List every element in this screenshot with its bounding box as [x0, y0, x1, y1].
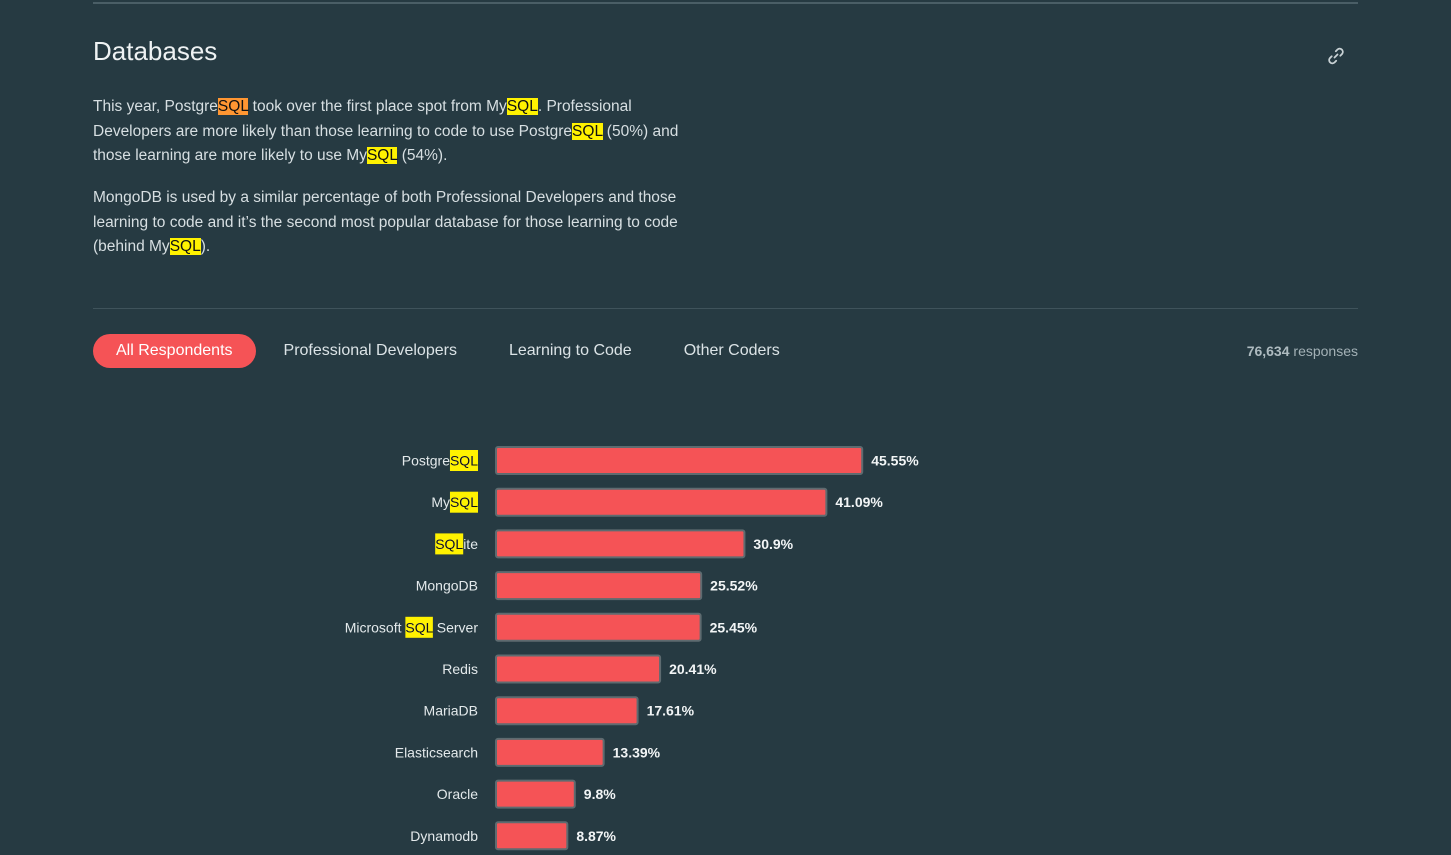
- bar: [495, 446, 864, 475]
- link-icon[interactable]: [1326, 46, 1346, 66]
- tab-professional-developers[interactable]: Professional Developers: [283, 342, 457, 359]
- category-text: MariaDB: [424, 703, 478, 719]
- paragraph-text: This year, Postgre: [93, 98, 218, 115]
- category-label: Elasticsearch: [395, 744, 478, 760]
- bar: [495, 779, 576, 809]
- category-text: MySQL: [431, 494, 478, 510]
- databases-bar-chart: 45.55%PostgreSQLSQL41.09%MySQLSQL30.9%SQ…: [345, 446, 919, 851]
- paragraph-text: ).: [200, 238, 211, 255]
- value-label: 30.9%: [753, 536, 793, 552]
- bar: [495, 654, 662, 684]
- category-text: Microsoft SQL Server: [345, 619, 479, 635]
- tab-other-coders[interactable]: Other Coders: [683, 342, 780, 359]
- search-highlight-text: SQL: [435, 536, 463, 552]
- response-count-label: responses: [1289, 343, 1358, 359]
- value-label: 17.61%: [647, 703, 695, 719]
- response-count-number: 76,634: [1246, 343, 1290, 359]
- category-label: Oracle: [437, 786, 478, 802]
- paragraph-text: took over the first place spot from My: [248, 98, 507, 115]
- search-highlight: [435, 533, 464, 555]
- section-title: Databases: [93, 36, 218, 66]
- top-divider: [93, 2, 1358, 4]
- response-count: 76,634 responses: [1247, 343, 1358, 359]
- search-highlight: [405, 616, 433, 638]
- search-highlight-text: SQL: [450, 494, 478, 510]
- paragraph-text: MongoDB is used by a similar percentage …: [93, 189, 678, 255]
- category-label: MariaDB: [424, 703, 478, 719]
- search-highlight: SQL: [366, 147, 398, 164]
- search-highlight: SQL: [217, 98, 249, 115]
- category-label: Redis: [442, 661, 478, 677]
- value-label: 9.8%: [584, 786, 616, 802]
- intro-paragraph: This year, PostgreSQL took over the firs…: [93, 95, 693, 169]
- bar: [495, 571, 703, 601]
- category-text: Elasticsearch: [395, 744, 478, 760]
- value-label: 13.39%: [613, 744, 661, 760]
- bar: [495, 821, 569, 851]
- category-text: Oracle: [437, 786, 478, 802]
- paragraph-text: (50%) and those learning are more likely…: [93, 122, 679, 165]
- mongodb-paragraph: MongoDB is used by a similar percentage …: [93, 186, 693, 260]
- value-label: 25.52%: [710, 578, 758, 594]
- value-label: 41.09%: [835, 494, 883, 510]
- bar: [495, 696, 639, 726]
- section-divider: [93, 308, 1358, 309]
- search-highlight-text: SQL: [450, 453, 478, 469]
- bar: [495, 737, 605, 767]
- category-text: MongoDB: [416, 578, 478, 594]
- value-label: 45.55%: [871, 453, 919, 469]
- search-highlight-text: SQL: [405, 619, 433, 635]
- category-label: Dynamodb: [410, 828, 478, 844]
- respondent-tabs: All Respondents Professional Developers …: [93, 334, 803, 368]
- search-highlight: SQL: [169, 238, 201, 255]
- tab-all-respondents[interactable]: All Respondents: [93, 334, 256, 368]
- bar: [495, 487, 828, 517]
- category-text: Dynamodb: [410, 828, 478, 844]
- search-highlight: SQL: [506, 98, 538, 115]
- search-highlight: [449, 450, 478, 471]
- value-label: 25.45%: [710, 619, 758, 635]
- value-label: 20.41%: [669, 661, 717, 677]
- bar: [495, 612, 702, 642]
- paragraph-text: . Professional Developers are more likel…: [93, 98, 632, 140]
- value-label: 8.87%: [576, 828, 616, 844]
- tab-learning-to-code[interactable]: Learning to Code: [508, 342, 632, 359]
- category-text: PostgreSQL: [402, 453, 478, 469]
- bar: [495, 529, 746, 559]
- category-label: MongoDB: [416, 578, 478, 594]
- paragraph-text: (54%).: [397, 147, 448, 164]
- search-highlight: [449, 491, 478, 513]
- category-text: Redis: [442, 661, 478, 677]
- search-highlight: SQL: [572, 122, 603, 140]
- category-text: SQLite: [435, 536, 478, 552]
